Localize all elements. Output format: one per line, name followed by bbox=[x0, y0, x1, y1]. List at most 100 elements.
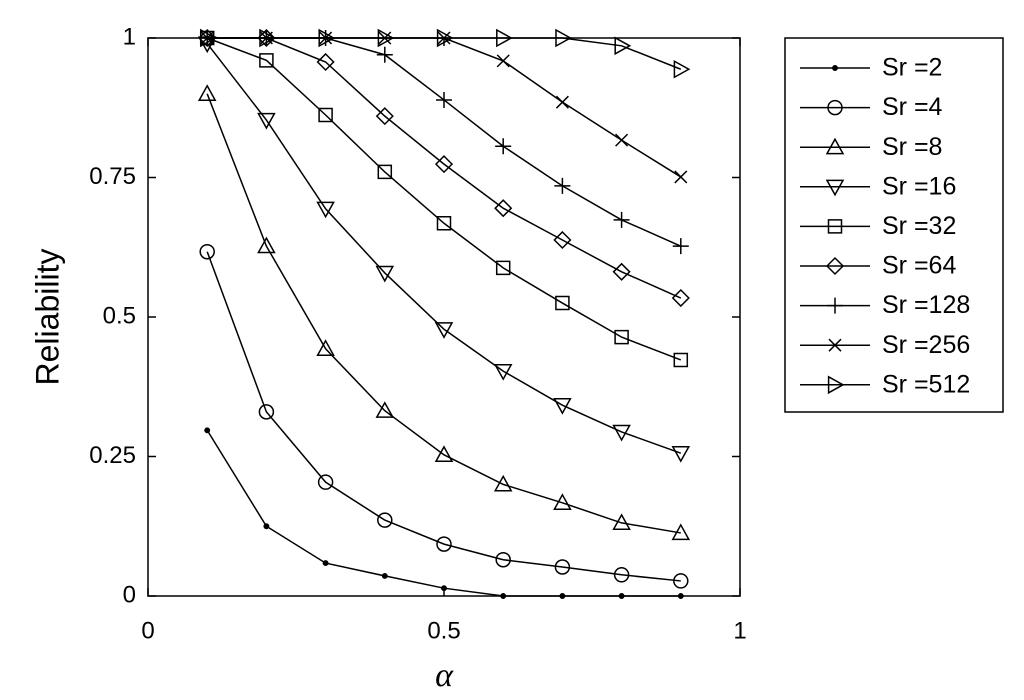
y-tick-label: 0.5 bbox=[103, 302, 136, 329]
legend-marker bbox=[827, 375, 845, 395]
marker bbox=[673, 352, 689, 368]
marker bbox=[434, 322, 454, 339]
marker bbox=[197, 84, 217, 101]
series-line bbox=[206, 43, 682, 454]
y-tick-label: 0 bbox=[123, 581, 136, 608]
marker bbox=[559, 593, 566, 599]
marker bbox=[257, 236, 276, 254]
marker bbox=[434, 445, 454, 462]
marker bbox=[612, 262, 631, 281]
marker bbox=[555, 28, 572, 48]
marker bbox=[613, 567, 630, 583]
marker bbox=[496, 28, 513, 48]
x-tick-label: 0 bbox=[141, 617, 154, 644]
y-tick-label: 1 bbox=[123, 23, 136, 50]
marker bbox=[495, 260, 511, 276]
marker bbox=[495, 138, 512, 155]
marker bbox=[671, 446, 691, 463]
marker bbox=[436, 216, 452, 231]
marker bbox=[199, 243, 215, 260]
marker bbox=[555, 295, 570, 311]
marker bbox=[553, 493, 572, 510]
x-tick-label: 0.5 bbox=[427, 617, 460, 644]
legend-box bbox=[784, 37, 1004, 413]
legend-label: Sr =512 bbox=[882, 370, 970, 398]
marker bbox=[434, 155, 454, 174]
y-tick-label: 0.75 bbox=[89, 163, 136, 190]
marker bbox=[322, 560, 329, 567]
marker bbox=[317, 474, 334, 490]
legend-label: Sr =256 bbox=[882, 331, 970, 359]
marker bbox=[614, 36, 632, 56]
legend-label: Sr =128 bbox=[882, 291, 970, 319]
marker bbox=[674, 170, 688, 184]
marker bbox=[672, 238, 689, 255]
legend-marker bbox=[827, 99, 843, 116]
series-line bbox=[207, 37, 682, 299]
marker bbox=[375, 107, 394, 126]
marker bbox=[259, 28, 276, 48]
marker bbox=[436, 536, 452, 552]
legend-label: Sr =2 bbox=[882, 54, 942, 82]
series-line bbox=[207, 37, 682, 70]
series-line bbox=[206, 93, 681, 534]
marker bbox=[377, 164, 393, 180]
marker bbox=[555, 95, 569, 109]
marker bbox=[554, 559, 571, 575]
marker bbox=[204, 427, 211, 434]
legend-label: Sr =16 bbox=[882, 172, 956, 200]
legend-marker bbox=[825, 137, 845, 155]
legend-marker bbox=[827, 219, 843, 234]
marker bbox=[436, 91, 452, 108]
marker bbox=[554, 177, 571, 194]
y-axis-label: Reliability bbox=[29, 249, 65, 386]
marker bbox=[318, 107, 333, 123]
marker bbox=[671, 288, 690, 308]
legend-marker bbox=[827, 297, 843, 314]
marker bbox=[381, 572, 388, 579]
legend-marker bbox=[832, 65, 838, 71]
marker bbox=[615, 133, 629, 147]
marker bbox=[500, 593, 507, 599]
marker bbox=[316, 52, 335, 72]
marker bbox=[377, 512, 393, 528]
marker bbox=[673, 59, 691, 79]
marker bbox=[493, 363, 513, 381]
marker bbox=[677, 593, 684, 599]
marker bbox=[496, 54, 510, 68]
legend-label: Sr =4 bbox=[882, 93, 943, 121]
marker bbox=[553, 230, 572, 250]
marker bbox=[673, 573, 689, 589]
marker bbox=[493, 474, 513, 492]
marker bbox=[259, 53, 274, 68]
marker bbox=[257, 112, 276, 130]
marker bbox=[376, 46, 393, 63]
marker bbox=[318, 28, 336, 48]
x-tick-label: 1 bbox=[733, 617, 746, 644]
legend-marker bbox=[825, 179, 845, 197]
marker bbox=[377, 28, 395, 48]
marker bbox=[495, 551, 511, 568]
marker bbox=[200, 28, 217, 48]
marker bbox=[375, 265, 395, 283]
legend-marker bbox=[825, 256, 845, 276]
legend-label: Sr =32 bbox=[882, 212, 956, 240]
marker bbox=[671, 523, 691, 541]
series-line bbox=[206, 251, 681, 582]
marker bbox=[441, 585, 447, 592]
y-tick-label: 0.25 bbox=[89, 442, 136, 469]
marker bbox=[612, 513, 631, 531]
marker bbox=[263, 523, 270, 530]
marker bbox=[316, 339, 335, 356]
marker bbox=[258, 404, 275, 420]
marker bbox=[494, 199, 513, 218]
marker bbox=[436, 28, 454, 48]
series-line bbox=[206, 37, 682, 361]
marker bbox=[316, 201, 335, 219]
legend-label: Sr =8 bbox=[882, 133, 942, 161]
marker bbox=[613, 211, 630, 228]
marker bbox=[553, 398, 572, 415]
legend-label: Sr =64 bbox=[882, 252, 956, 280]
marker bbox=[375, 401, 395, 418]
